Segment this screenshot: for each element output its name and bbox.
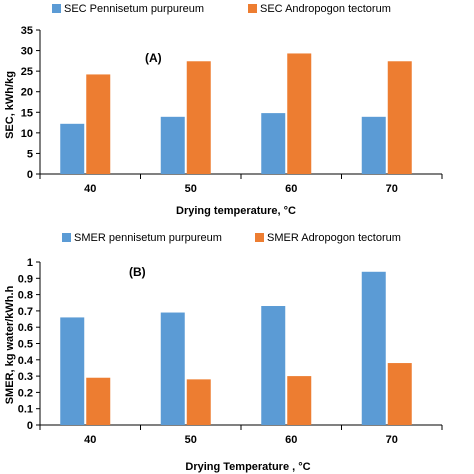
bar-a-series2-60 xyxy=(287,53,312,174)
x-tick-label: 70 xyxy=(386,183,398,195)
legend-swatch-a-2 xyxy=(248,4,257,13)
panel-label-b: (B) xyxy=(129,265,146,279)
legend-swatch-a-1 xyxy=(52,4,61,13)
y-tick-label: 20 xyxy=(21,87,33,99)
bar-b-series2-70 xyxy=(387,363,412,425)
bar-b-series1-60 xyxy=(261,306,286,425)
y-tick-label: 0.6 xyxy=(18,322,33,334)
y-tick-label: 30 xyxy=(21,46,33,58)
y-tick-label: 0.7 xyxy=(18,306,33,318)
x-tick-label: 50 xyxy=(185,434,197,446)
chart-panel-b: SMER pennisetum purpureum SMER Adropogon… xyxy=(4,232,443,473)
bar-b-series2-50 xyxy=(186,379,211,425)
bar-b-series2-60 xyxy=(287,376,312,425)
legend-swatch-b-2 xyxy=(255,233,264,242)
bar-a-series1-70 xyxy=(361,116,386,174)
bar-a-series2-40 xyxy=(86,74,111,174)
bar-a-series2-70 xyxy=(387,61,412,174)
bar-a-series1-50 xyxy=(160,116,185,174)
x-tick-label: 70 xyxy=(386,434,398,446)
x-tick-label: 60 xyxy=(285,434,297,446)
bar-b-series2-40 xyxy=(86,377,111,425)
y-axis-title-b: SMER, kg water/kWh.h xyxy=(4,285,16,404)
bar-b-series1-50 xyxy=(160,312,185,425)
y-tick-label: 1 xyxy=(27,257,33,269)
y-tick-label: 15 xyxy=(21,107,33,119)
y-tick-label: 0.9 xyxy=(18,273,33,285)
panel-label-a: (A) xyxy=(145,51,162,65)
y-tick-label: 0.2 xyxy=(18,387,33,399)
y-ticks-a: 0 5 10 15 20 25 30 35 xyxy=(21,25,40,181)
x-ticks-b: 40 50 60 70 xyxy=(39,425,443,446)
x-tick-label: 60 xyxy=(285,183,297,195)
y-ticks-b: 0 0.1 0.2 0.3 0.4 0.5 0.6 0.7 0.8 0.9 1 xyxy=(18,257,40,432)
legend-label-a-1: SEC Pennisetum purpureum xyxy=(64,3,204,15)
x-tick-label: 40 xyxy=(84,434,96,446)
bar-a-series1-40 xyxy=(60,123,85,174)
y-tick-label: 10 xyxy=(21,128,33,140)
bar-b-series1-70 xyxy=(361,271,386,425)
x-ticks-a: 40 50 60 70 xyxy=(39,174,443,195)
bar-b-series1-40 xyxy=(60,317,85,425)
y-tick-label: 0 xyxy=(27,169,33,181)
y-tick-label: 35 xyxy=(21,25,33,37)
x-axis-title-b: Drying Temperature , °C xyxy=(185,461,310,473)
y-tick-label: 0.8 xyxy=(18,290,33,302)
y-tick-label: 0.4 xyxy=(18,355,34,367)
y-tick-label: 0.3 xyxy=(18,371,33,383)
x-axis-title-a: Drying temperature, °C xyxy=(176,205,296,217)
y-tick-label: 0.1 xyxy=(18,404,33,416)
legend-label-b-1: SMER pennisetum purpureum xyxy=(74,232,222,244)
y-tick-label: 0 xyxy=(27,420,33,432)
bars-b xyxy=(60,271,412,425)
legend-label-a-2: SEC Andropogon tectorum xyxy=(260,3,391,15)
bar-a-series1-60 xyxy=(261,113,286,174)
chart-panel-a: SEC Pennisetum purpureum SEC Andropogon … xyxy=(4,3,443,217)
y-tick-label: 5 xyxy=(27,148,33,160)
x-tick-label: 40 xyxy=(84,183,96,195)
bars-a xyxy=(60,53,412,174)
x-tick-label: 50 xyxy=(185,183,197,195)
y-tick-label: 0.5 xyxy=(18,339,33,351)
legend-label-b-2: SMER Adropogon tectorum xyxy=(267,232,401,244)
bar-a-series2-50 xyxy=(186,61,211,174)
legend-swatch-b-1 xyxy=(62,233,71,242)
y-tick-label: 25 xyxy=(21,66,33,78)
y-axis-title-a: SEC, kWh/kg xyxy=(4,71,16,139)
